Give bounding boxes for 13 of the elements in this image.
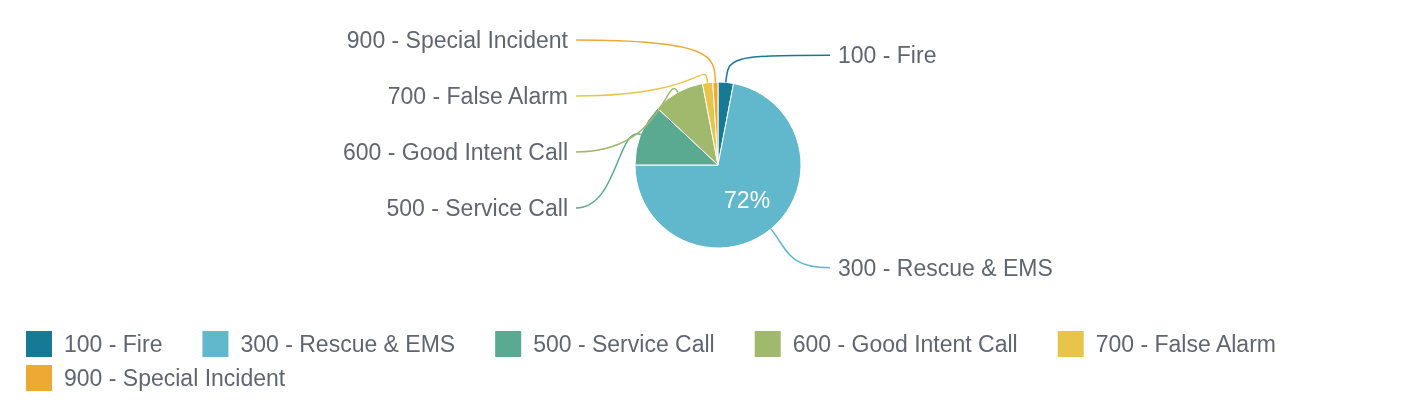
slice-label: 900 - Special Incident xyxy=(346,27,569,54)
legend-label: 500 - Service Call xyxy=(533,331,715,358)
legend-label: 300 - Rescue & EMS xyxy=(240,331,456,358)
data-label: 72% xyxy=(724,187,771,214)
slice-label: 300 - Rescue & EMS xyxy=(838,254,1053,281)
slice-label: 600 - Good Intent Call xyxy=(342,139,568,166)
legend-label: 900 - Special Incident xyxy=(64,365,286,392)
legend-label: 100 - Fire xyxy=(64,331,163,358)
legend-label: 700 - False Alarm xyxy=(1095,331,1276,358)
slice-label: 100 - Fire xyxy=(838,42,937,69)
legend-label: 600 - Good Intent Call xyxy=(792,331,1018,358)
slice-label: 700 - False Alarm xyxy=(387,83,568,110)
slice-label: 500 - Service Call xyxy=(386,195,568,222)
